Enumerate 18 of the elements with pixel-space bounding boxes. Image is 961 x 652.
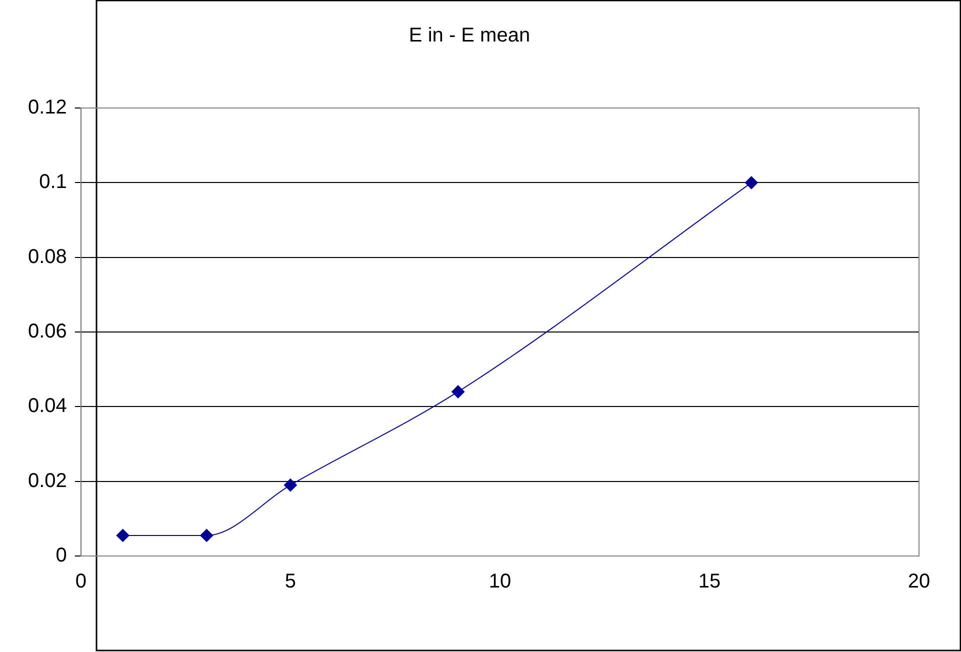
y-tick-label: 0.08	[28, 246, 67, 268]
x-tick-label: 5	[284, 570, 296, 593]
point	[452, 385, 465, 398]
x-tick-label: 15	[698, 570, 721, 593]
y-tick-label: 0	[56, 544, 67, 567]
point	[200, 528, 214, 542]
point	[116, 528, 130, 542]
y-tick-label: 0.02	[28, 470, 67, 492]
x-tick-label: 20	[908, 570, 930, 593]
y-tick-label: 0.06	[28, 320, 67, 343]
point	[744, 176, 758, 190]
x-tick-label: 0	[75, 570, 86, 593]
point	[284, 478, 297, 492]
chart-title: E in - E mean	[408, 24, 530, 47]
y-tick-label: 0.04	[28, 395, 67, 418]
y-tick-label: 0.1	[39, 171, 67, 194]
x-tick-label: 10	[488, 570, 512, 593]
y-tick-label: 0.12	[28, 96, 67, 119]
